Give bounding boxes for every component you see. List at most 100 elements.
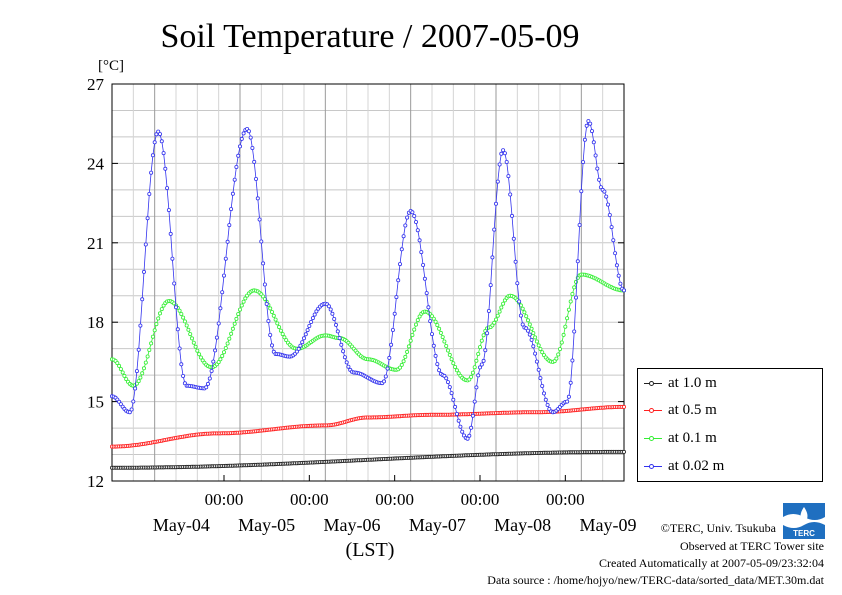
data-point (586, 119, 591, 124)
data-point (533, 351, 538, 356)
data-point (527, 332, 532, 337)
data-point (492, 320, 497, 325)
data-point (186, 327, 191, 332)
data-point (268, 306, 273, 311)
data-point (506, 174, 511, 179)
data-point (419, 250, 424, 255)
data-point (477, 365, 482, 370)
data-point (177, 346, 182, 351)
data-point (579, 189, 584, 194)
data-point (584, 123, 589, 128)
data-point (607, 212, 612, 217)
data-point (147, 347, 152, 352)
data-point (406, 344, 411, 349)
data-point (179, 362, 184, 367)
data-point (392, 311, 397, 316)
svg-text:TERC: TERC (793, 529, 815, 538)
data-point (485, 331, 490, 336)
data-point (467, 433, 472, 438)
data-point (280, 332, 285, 337)
data-point (159, 139, 164, 144)
data-point (150, 153, 155, 158)
data-point (561, 332, 566, 337)
data-point (307, 323, 312, 328)
data-point (488, 283, 493, 288)
data-point (618, 281, 623, 286)
y-tick-label: 27 (87, 75, 105, 94)
y-tick-label: 24 (87, 154, 105, 173)
data-point (300, 340, 305, 345)
data-point (197, 352, 202, 357)
data-point (438, 330, 443, 335)
data-point (543, 397, 548, 402)
data-point (223, 256, 228, 261)
data-point (520, 322, 525, 327)
data-point (301, 336, 306, 341)
data-point (540, 383, 545, 388)
data-point (234, 164, 239, 169)
data-point (613, 251, 618, 256)
data-point (159, 307, 164, 312)
data-point (344, 360, 349, 365)
data-point (492, 227, 497, 232)
date-label: May-08 (494, 515, 551, 535)
data-point (383, 374, 388, 379)
data-point (428, 319, 433, 324)
data-point (417, 238, 422, 243)
data-point (326, 304, 331, 309)
data-point (214, 335, 219, 340)
legend-marker-05m (649, 408, 654, 413)
data-point (616, 273, 621, 278)
data-point (166, 208, 171, 213)
x-axis-label: (LST) (346, 539, 395, 561)
data-point (157, 132, 162, 137)
data-point (127, 410, 132, 415)
data-point (526, 318, 531, 323)
data-point (227, 223, 232, 228)
data-point (501, 301, 506, 306)
data-point (225, 341, 230, 346)
data-point (305, 328, 310, 333)
data-point (154, 132, 159, 137)
data-point (499, 305, 504, 310)
data-point (332, 316, 337, 321)
data-point (536, 343, 541, 348)
data-point (565, 316, 570, 321)
data-point (454, 411, 459, 416)
data-point (236, 153, 241, 158)
data-point (234, 316, 239, 321)
data-point (481, 333, 486, 338)
data-point (269, 309, 274, 314)
data-point (237, 307, 242, 312)
data-point (588, 121, 593, 126)
data-point (207, 376, 212, 381)
data-point (191, 340, 196, 345)
data-point (250, 145, 255, 150)
data-point (255, 196, 260, 201)
legend-label-002m: at 0.02 m (668, 458, 725, 474)
data-point (220, 353, 225, 358)
data-point (253, 176, 258, 181)
data-point (431, 316, 436, 321)
data-point (456, 418, 461, 423)
data-point (572, 285, 577, 290)
data-point (575, 259, 580, 264)
data-point (230, 191, 235, 196)
data-point (511, 236, 516, 241)
data-point (536, 367, 541, 372)
data-point (540, 350, 545, 355)
data-point (335, 329, 340, 334)
data-point (401, 359, 406, 364)
data-point (145, 216, 150, 221)
data-point (479, 338, 484, 343)
data-point (444, 376, 449, 381)
data-point (504, 159, 509, 164)
data-point (437, 326, 442, 331)
data-point (582, 137, 587, 142)
data-point (381, 379, 386, 384)
data-point (591, 140, 596, 145)
date-label: May-04 (153, 515, 210, 535)
data-point (469, 425, 474, 430)
data-point (435, 362, 440, 367)
legend-marker-1m (649, 381, 654, 386)
